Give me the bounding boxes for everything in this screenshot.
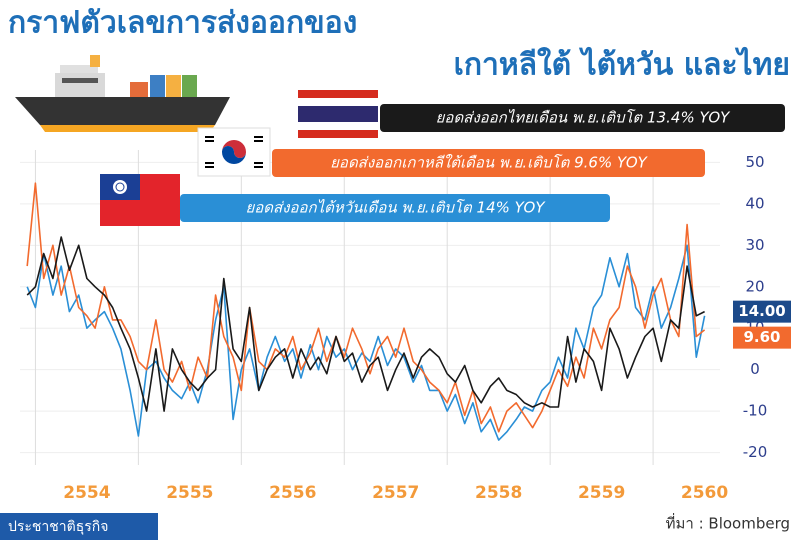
end-value-label: 9.60: [743, 328, 780, 346]
y-tick-label: 40: [745, 194, 764, 212]
x-tick-label: 2555: [166, 483, 213, 503]
x-tick-label: 2558: [475, 483, 522, 503]
y-tick-label: 20: [745, 277, 764, 295]
x-tick-label: 2554: [63, 483, 110, 503]
series-line: [26, 236, 705, 412]
x-tick-label: 2556: [269, 483, 316, 503]
end-value-tag: [733, 326, 791, 349]
x-tick-label: 2557: [372, 483, 419, 503]
y-tick-label: -20: [743, 443, 768, 461]
series-line: [26, 244, 706, 441]
y-tick-label: 30: [745, 236, 764, 254]
ship-illustration: [15, 55, 230, 132]
y-tick-label: 0: [750, 360, 760, 378]
end-value-label: 14.00: [738, 302, 785, 320]
korea-flag: [197, 127, 271, 177]
legend-label: ยอดส่งออกเกาหลีใต้เดือน พ.ย.เติบโต 9.6% …: [330, 154, 649, 172]
chart-title: กราฟตัวเลขการส่งออกของ: [8, 6, 357, 41]
thai-flag: [298, 90, 378, 138]
chart-title: เกาหลีใต้ ไต้หวัน และไทย: [454, 47, 790, 83]
series-line: [26, 182, 706, 433]
x-tick-label: 2560: [681, 483, 728, 503]
legend-box: [180, 194, 610, 222]
x-tick-label: 2559: [578, 483, 625, 503]
legend-box: [380, 104, 785, 132]
legend-box: [272, 149, 705, 177]
y-tick-label: -10: [743, 402, 768, 420]
end-value-tag: [733, 300, 791, 323]
publisher-box: [0, 513, 158, 540]
source: ที่มา : Bloomberg: [666, 513, 790, 533]
y-tick-label: 50: [745, 153, 764, 171]
legend-label: ยอดส่งออกไทยเดือน พ.ย.เติบโต 13.4% YOY: [436, 109, 732, 127]
publisher: ประชาชาติธุรกิจ: [8, 519, 109, 535]
taiwan-flag: [100, 174, 180, 226]
lines: [26, 182, 706, 441]
legend-label: ยอดส่งออกไต้หวันเดือน พ.ย.เติบโต 14% YOY: [245, 199, 546, 217]
